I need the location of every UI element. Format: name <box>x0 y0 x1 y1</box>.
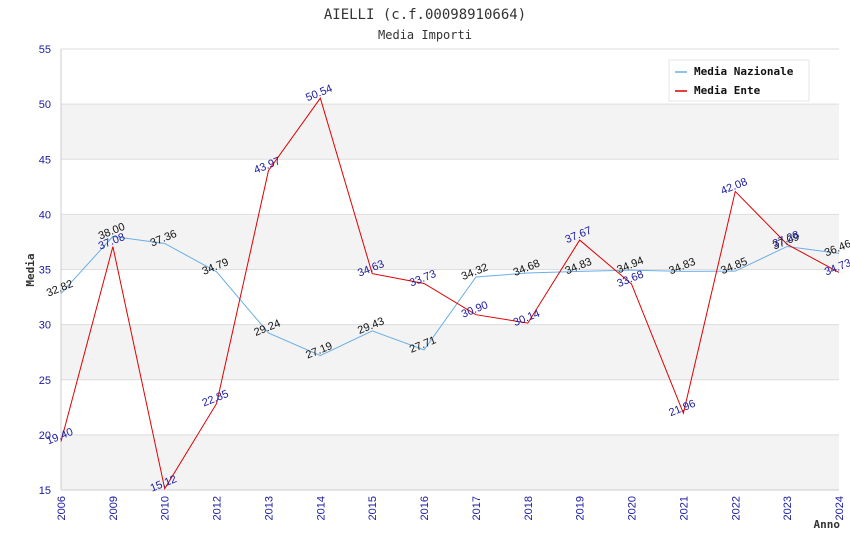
x-axis-ticks: 2006 2009 2010 2012 2013 2014 2015 2016 2017 2018… <box>56 496 846 520</box>
grid-bands <box>61 49 839 490</box>
grid-band <box>61 159 839 215</box>
y-tick-label: 25 <box>39 375 51 387</box>
x-tick-label: 2024 <box>834 496 846 520</box>
x-axis-label: Anno <box>814 518 841 531</box>
y-tick-label: 50 <box>39 99 51 111</box>
x-tick-label: 2020 <box>627 496 639 520</box>
x-tick-label: 2022 <box>730 496 742 520</box>
chart-title: AIELLI (c.f.00098910664) <box>324 7 526 23</box>
y-tick-label: 35 <box>39 265 51 277</box>
grid-band <box>61 324 839 380</box>
y-tick-label: 55 <box>39 44 51 56</box>
x-tick-label: 2017 <box>471 496 483 520</box>
x-tick-label: 2019 <box>575 496 587 520</box>
y-tick-label: 40 <box>39 209 51 221</box>
x-tick-label: 2014 <box>315 496 327 520</box>
legend-label-media-ente: Media Ente <box>694 84 761 97</box>
y-axis-ticks: 15 20 25 30 35 40 45 50 55 <box>39 44 51 497</box>
y-tick-label: 45 <box>39 154 51 166</box>
grid-band <box>61 434 839 490</box>
x-tick-label: 2023 <box>782 496 794 520</box>
chart-subtitle: Media Importi <box>378 28 472 42</box>
grid-band <box>61 104 839 160</box>
legend-box <box>668 59 810 102</box>
x-tick-label: 2013 <box>263 496 275 520</box>
series-lines <box>60 97 840 491</box>
x-tick-label: 2009 <box>108 496 120 520</box>
legend-label-media-nazionale: Media Nazionale <box>694 65 794 78</box>
x-tick-label: 2010 <box>160 496 172 520</box>
grid-band <box>61 379 839 435</box>
series-line-media-nazionale <box>60 235 840 357</box>
y-tick-label: 15 <box>39 485 51 497</box>
y-axis-label: Media <box>24 253 37 286</box>
x-tick-label: 2018 <box>523 496 535 520</box>
x-tick-label: 2016 <box>419 496 431 520</box>
y-tick-label: 20 <box>39 430 51 442</box>
legend: Media Nazionale Media Ente <box>668 59 810 102</box>
series-line-media-ente <box>60 97 840 491</box>
x-tick-label: 2021 <box>678 496 690 520</box>
y-tick-label: 30 <box>39 320 51 332</box>
grid-band <box>61 214 839 270</box>
x-tick-label: 2012 <box>212 496 224 520</box>
grid-band <box>61 269 839 325</box>
x-tick-label: 2015 <box>367 496 379 520</box>
x-tick-label: 2006 <box>56 496 68 520</box>
